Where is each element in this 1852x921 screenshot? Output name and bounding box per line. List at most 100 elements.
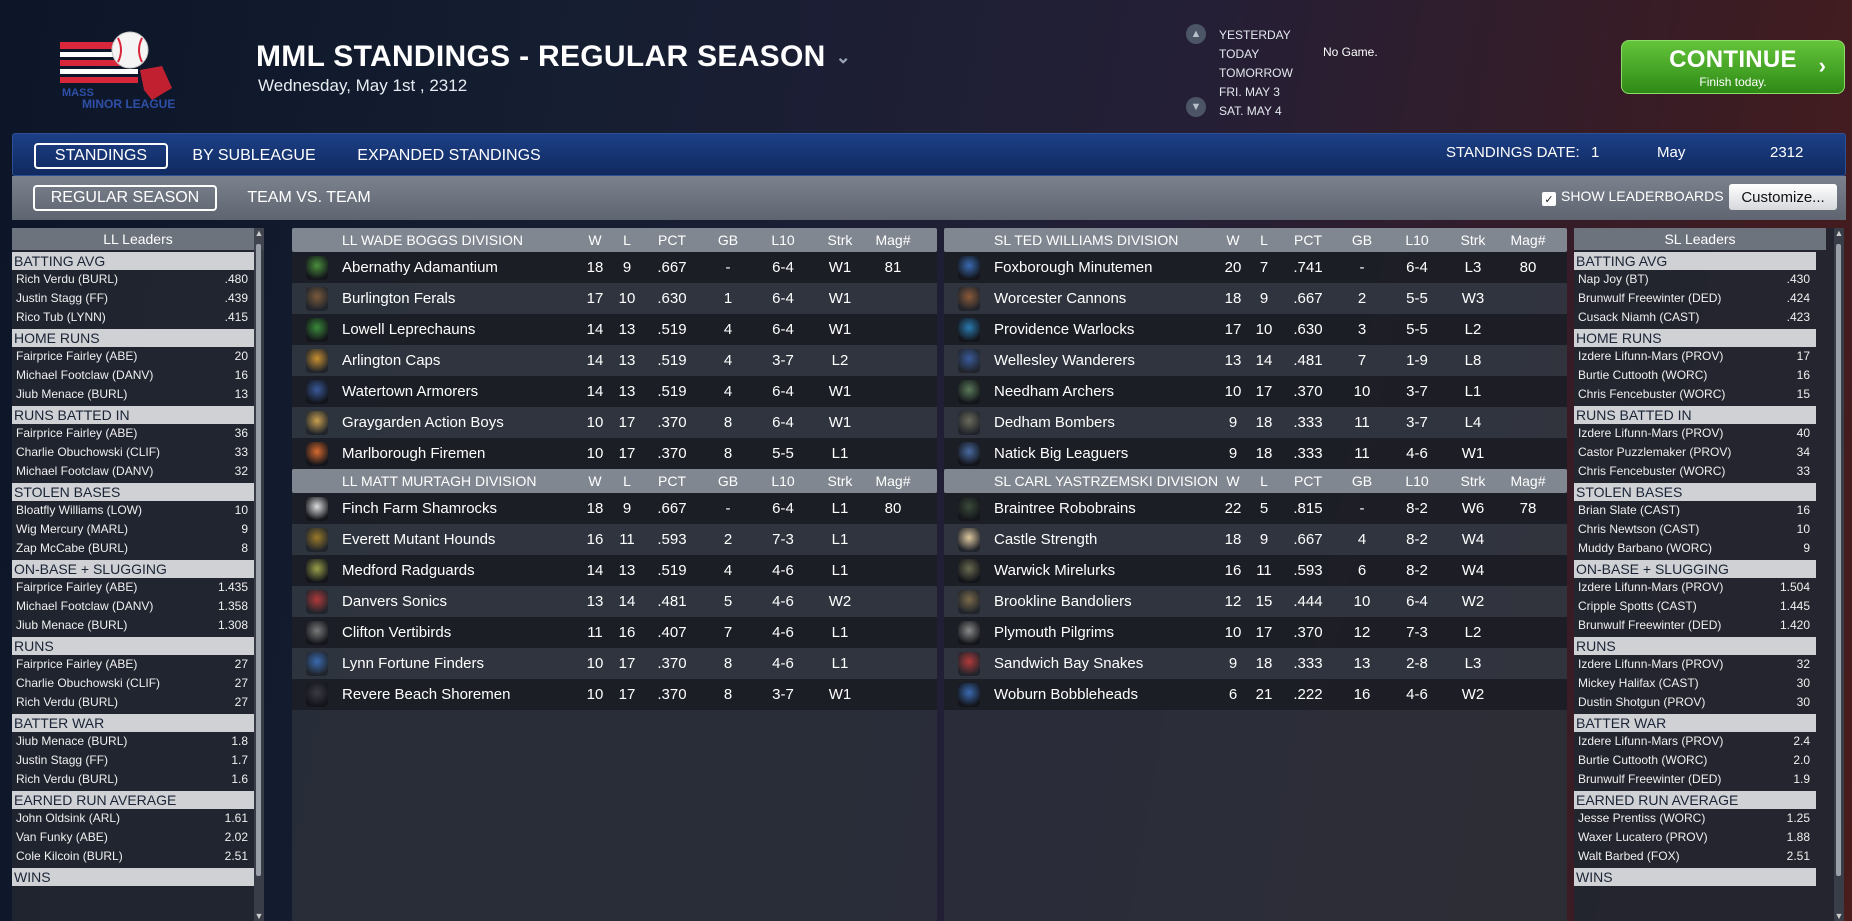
column-header-pct[interactable]: PCT — [1294, 232, 1322, 248]
standings-row[interactable]: Everett Mutant Hounds 16 11 .593 2 7-3 L1 — [292, 524, 937, 555]
day-sat[interactable]: SAT. MAY 4 — [1219, 104, 1282, 118]
team-name[interactable]: Finch Farm Shamrocks — [342, 500, 498, 517]
leader-row[interactable]: Fairprice Fairley (ABE) 36 — [12, 424, 254, 443]
scroll-thumb[interactable] — [256, 244, 261, 876]
standings-row[interactable]: Braintree Robobrains 22 5 .815 - 8-2 W6 78 — [944, 493, 1567, 524]
column-header-strk[interactable]: Strk — [827, 232, 853, 248]
column-header-pct[interactable]: PCT — [658, 232, 686, 248]
page-title[interactable]: MML STANDINGS - REGULAR SEASON ⌄ — [256, 40, 851, 74]
scroll-up-icon[interactable]: ▲ — [1834, 228, 1844, 238]
team-name[interactable]: Lynn Fortune Finders — [342, 655, 485, 672]
team-name[interactable]: Wellesley Wanderers — [994, 352, 1135, 369]
column-header-strk[interactable]: Strk — [1460, 473, 1486, 489]
standings-row[interactable]: Revere Beach Shoremen 10 17 .370 8 3-7 W1 — [292, 679, 937, 710]
column-header-w[interactable]: W — [1226, 473, 1240, 489]
team-name[interactable]: Plymouth Pilgrims — [994, 624, 1115, 641]
column-header-gb[interactable]: GB — [1351, 473, 1373, 489]
leader-row[interactable]: Izdere Lifunn-Mars (PROV) 32 — [1574, 655, 1816, 674]
leader-row[interactable]: Cole Kilcoin (BURL) 2.51 — [12, 847, 254, 866]
team-name[interactable]: Abernathy Adamantium — [342, 259, 498, 276]
tab-standings[interactable]: STANDINGS — [34, 143, 168, 169]
tab-by-subleague[interactable]: BY SUBLEAGUE — [192, 147, 316, 164]
leader-row[interactable]: Izdere Lifunn-Mars (PROV) 40 — [1574, 424, 1816, 443]
standings-row[interactable]: Graygarden Action Boys 10 17 .370 8 6-4 W1 — [292, 407, 937, 438]
leader-row[interactable]: Brian Slate (CAST) 16 — [1574, 501, 1816, 520]
leader-row[interactable]: Muddy Barbano (WORC) 9 — [1574, 539, 1816, 558]
leader-row[interactable]: Castor Puzzlemaker (PROV) 34 — [1574, 443, 1816, 462]
team-name[interactable]: Dedham Bombers — [994, 414, 1115, 431]
tab-regular-season[interactable]: REGULAR SEASON — [33, 185, 217, 211]
leader-row[interactable]: Van Funky (ABE) 2.02 — [12, 828, 254, 847]
scroll-thumb[interactable] — [1836, 244, 1841, 876]
day-tomorrow[interactable]: TOMORROW — [1219, 66, 1293, 80]
column-header-gb[interactable]: GB — [717, 232, 739, 248]
team-name[interactable]: Warwick Mirelurks — [994, 562, 1116, 579]
column-header-l[interactable]: L — [1260, 232, 1268, 248]
leader-row[interactable]: Brunwulf Freewinter (DED) .424 — [1574, 289, 1816, 308]
leader-row[interactable]: Chris Newtson (CAST) 10 — [1574, 520, 1816, 539]
standings-row[interactable]: Castle Strength 18 9 .667 4 8-2 W4 — [944, 524, 1567, 555]
leader-row[interactable]: Izdere Lifunn-Mars (PROV) 17 — [1574, 347, 1816, 366]
continue-button[interactable]: CONTINUE Finish today. › — [1621, 40, 1845, 94]
leader-row[interactable]: Justin Stagg (FF) .439 — [12, 289, 254, 308]
standings-row[interactable]: Woburn Bobbleheads 6 21 .222 16 4-6 W2 — [944, 679, 1567, 710]
column-header-w[interactable]: W — [588, 232, 602, 248]
column-header-l[interactable]: L — [623, 473, 631, 489]
scroll-down-icon[interactable]: ▼ — [254, 911, 264, 921]
column-header-strk[interactable]: Strk — [1460, 232, 1486, 248]
ll-leaders-scrollbar[interactable]: ▲ ▼ — [254, 228, 264, 921]
standings-row[interactable]: Finch Farm Shamrocks 18 9 .667 - 6-4 L1 80 — [292, 493, 937, 524]
leader-row[interactable]: Izdere Lifunn-Mars (PROV) 1.504 — [1574, 578, 1816, 597]
day-today[interactable]: TODAY — [1219, 47, 1260, 61]
leader-row[interactable]: Charlie Obuchowski (CLIF) 27 — [12, 674, 254, 693]
leader-row[interactable]: Justin Stagg (FF) 1.7 — [12, 751, 254, 770]
leader-row[interactable]: Rich Verdu (BURL) 27 — [12, 693, 254, 712]
leader-row[interactable]: Fairprice Fairley (ABE) 27 — [12, 655, 254, 674]
standings-row[interactable]: Dedham Bombers 9 18 .333 11 3-7 L4 — [944, 407, 1567, 438]
leader-row[interactable]: John Oldsink (ARL) 1.61 — [12, 809, 254, 828]
standings-row[interactable]: Marlborough Firemen 10 17 .370 8 5-5 L1 — [292, 438, 937, 469]
standings-row[interactable]: Burlington Ferals 17 10 .630 1 6-4 W1 — [292, 283, 937, 314]
customize-button[interactable]: Customize... — [1729, 184, 1837, 210]
standings-row[interactable]: Plymouth Pilgrims 10 17 .370 12 7-3 L2 — [944, 617, 1567, 648]
leader-row[interactable]: Michael Footclaw (DANV) 32 — [12, 462, 254, 481]
team-name[interactable]: Sandwich Bay Snakes — [994, 655, 1144, 672]
column-header-gb[interactable]: GB — [717, 473, 739, 489]
leader-row[interactable]: Burtie Cuttooth (WORC) 2.0 — [1574, 751, 1816, 770]
leader-row[interactable]: Dustin Shotgun (PROV) 30 — [1574, 693, 1816, 712]
standings-row[interactable]: Worcester Cannons 18 9 .667 2 5-5 W3 — [944, 283, 1567, 314]
standings-row[interactable]: Providence Warlocks 17 10 .630 3 5-5 L2 — [944, 314, 1567, 345]
leader-row[interactable]: Bloatfly Williams (LOW) 10 — [12, 501, 254, 520]
leader-row[interactable]: Mickey Halifax (CAST) 30 — [1574, 674, 1816, 693]
leader-row[interactable]: Wig Mercury (MARL) 9 — [12, 520, 254, 539]
leader-row[interactable]: Chris Fencebuster (WORC) 15 — [1574, 385, 1816, 404]
chevron-down-icon[interactable]: ▼ — [1186, 97, 1206, 117]
team-name[interactable]: Castle Strength — [994, 531, 1098, 548]
column-header-mag[interactable]: Mag# — [875, 473, 911, 489]
column-header-l[interactable]: L — [1260, 473, 1268, 489]
leader-row[interactable]: Zap McCabe (BURL) 8 — [12, 539, 254, 558]
column-header-l10[interactable]: L10 — [771, 232, 795, 248]
leader-row[interactable]: Rico Tub (LYNN) .415 — [12, 308, 254, 327]
team-name[interactable]: Natick Big Leaguers — [994, 445, 1129, 462]
team-name[interactable]: Graygarden Action Boys — [342, 414, 504, 431]
standings-row[interactable]: Lynn Fortune Finders 10 17 .370 8 4-6 L1 — [292, 648, 937, 679]
standings-row[interactable]: Arlington Caps 14 13 .519 4 3-7 L2 — [292, 345, 937, 376]
leader-row[interactable]: Rich Verdu (BURL) 1.6 — [12, 770, 254, 789]
team-name[interactable]: Foxborough Minutemen — [994, 259, 1153, 276]
column-header-mag[interactable]: Mag# — [875, 232, 911, 248]
leader-row[interactable]: Walt Barbed (FOX) 2.51 — [1574, 847, 1816, 866]
standings-row[interactable]: Lowell Leprechauns 14 13 .519 4 6-4 W1 — [292, 314, 937, 345]
column-header-strk[interactable]: Strk — [827, 473, 853, 489]
show-leaderboards-checkbox[interactable]: ✓ — [1542, 192, 1556, 206]
standings-date-year[interactable]: 2312 — [1770, 144, 1804, 161]
team-name[interactable]: Revere Beach Shoremen — [342, 686, 511, 703]
team-name[interactable]: Braintree Robobrains — [994, 500, 1136, 517]
column-header-l10[interactable]: L10 — [1405, 232, 1429, 248]
tab-team-vs-team[interactable]: TEAM VS. TEAM — [247, 189, 371, 206]
scroll-up-icon[interactable]: ▲ — [254, 228, 264, 238]
tab-expanded-standings[interactable]: EXPANDED STANDINGS — [357, 147, 541, 164]
team-name[interactable]: Clifton Vertibirds — [342, 624, 452, 641]
chevron-down-icon[interactable]: ⌄ — [835, 46, 851, 67]
column-header-w[interactable]: W — [588, 473, 602, 489]
